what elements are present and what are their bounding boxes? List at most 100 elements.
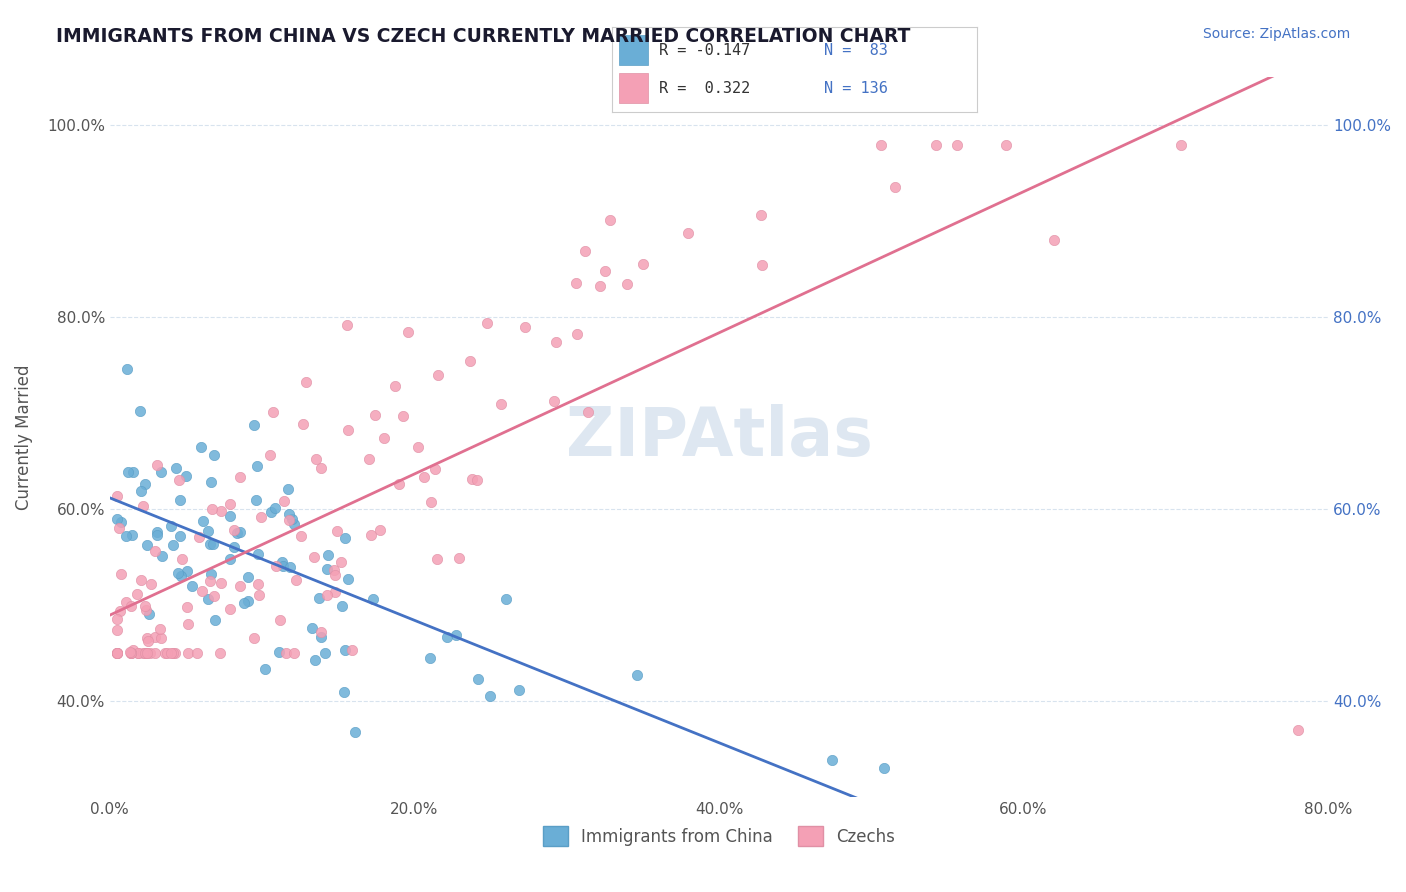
Point <box>364 409 387 423</box>
Point <box>145 646 167 660</box>
Point <box>343 725 366 739</box>
Point <box>316 548 339 562</box>
Point <box>176 468 198 483</box>
Point <box>515 320 537 334</box>
Point <box>180 579 202 593</box>
Point <box>423 462 446 476</box>
Point <box>125 587 148 601</box>
Point <box>316 561 339 575</box>
Point <box>360 528 382 542</box>
Bar <box>619 36 648 65</box>
Point <box>277 513 299 527</box>
Point <box>120 646 142 660</box>
Point <box>461 472 484 486</box>
Point <box>110 567 132 582</box>
Point <box>122 465 145 479</box>
Point <box>160 519 183 533</box>
Point <box>309 624 332 639</box>
Point <box>363 591 385 606</box>
Point <box>110 515 132 529</box>
Text: R =  0.322: R = 0.322 <box>659 80 751 95</box>
Point <box>419 495 441 509</box>
Point <box>139 577 162 591</box>
Point <box>247 577 270 591</box>
Point <box>246 458 269 473</box>
Point <box>146 525 169 540</box>
Point <box>105 489 128 503</box>
Point <box>191 514 214 528</box>
Point <box>229 579 252 593</box>
Point <box>419 651 441 665</box>
Point <box>245 493 267 508</box>
Point <box>138 607 160 621</box>
Point <box>162 538 184 552</box>
Point <box>120 599 142 613</box>
Point <box>247 588 270 602</box>
Point <box>242 418 264 433</box>
Point <box>209 504 232 518</box>
Point <box>565 327 588 342</box>
Point <box>269 614 291 628</box>
Point <box>187 530 209 544</box>
Text: N =  83: N = 83 <box>824 43 887 58</box>
Point <box>190 441 212 455</box>
Point <box>135 538 157 552</box>
Point <box>426 551 449 566</box>
Legend: Immigrants from China, Czechs: Immigrants from China, Czechs <box>536 820 901 853</box>
Point <box>177 616 200 631</box>
Point <box>132 646 155 660</box>
Point <box>465 473 488 487</box>
Point <box>546 334 568 349</box>
Point <box>143 544 166 558</box>
Point <box>198 574 221 588</box>
Point <box>114 595 136 609</box>
Point <box>264 559 287 574</box>
Y-axis label: Currently Married: Currently Married <box>15 364 32 510</box>
Point <box>1286 723 1309 737</box>
Text: ZIPAtlas: ZIPAtlas <box>565 404 872 470</box>
Point <box>1347 137 1369 152</box>
Point <box>172 552 194 566</box>
Point <box>323 585 346 599</box>
Point <box>226 525 249 540</box>
Point <box>139 646 162 660</box>
Point <box>302 550 325 565</box>
Point <box>290 529 312 543</box>
Point <box>333 685 356 699</box>
Point <box>105 624 128 638</box>
Point <box>388 477 411 491</box>
Point <box>589 279 612 293</box>
Point <box>219 552 242 566</box>
Point <box>564 276 586 290</box>
Point <box>200 537 222 551</box>
Point <box>131 483 153 498</box>
Point <box>278 507 301 521</box>
Point <box>129 404 152 418</box>
Point <box>277 482 299 496</box>
Point <box>122 642 145 657</box>
Point <box>197 524 219 538</box>
Point <box>308 591 330 605</box>
Point <box>945 137 967 152</box>
Point <box>170 569 193 583</box>
Point <box>260 505 283 519</box>
Point <box>114 529 136 543</box>
Point <box>159 646 181 660</box>
Point <box>229 470 252 484</box>
Point <box>631 257 654 271</box>
Point <box>305 452 328 467</box>
Point <box>127 646 149 660</box>
Point <box>1043 234 1066 248</box>
Point <box>259 448 281 462</box>
Point <box>152 549 174 563</box>
Point <box>283 646 305 660</box>
Point <box>176 565 198 579</box>
Point <box>135 603 157 617</box>
Point <box>284 574 307 588</box>
Point <box>278 559 301 574</box>
Point <box>149 465 172 479</box>
Point <box>460 354 482 368</box>
Point <box>336 318 359 332</box>
Point <box>821 753 844 767</box>
Point <box>357 451 380 466</box>
